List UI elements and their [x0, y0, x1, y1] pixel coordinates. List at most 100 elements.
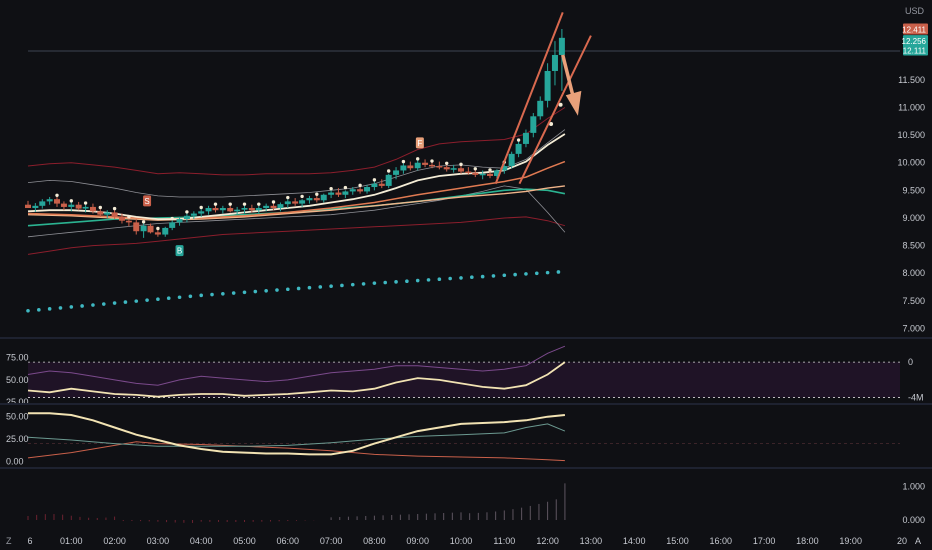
candle-down[interactable] [54, 199, 61, 204]
candle-up[interactable] [299, 200, 306, 204]
candle-down[interactable] [118, 216, 125, 221]
candle-up[interactable] [508, 153, 515, 167]
signal-marker[interactable]: S [143, 195, 152, 207]
candle-up[interactable] [530, 116, 537, 133]
candle-up[interactable] [104, 212, 111, 215]
timezone-icon[interactable]: Z [6, 536, 12, 546]
candle-up[interactable] [306, 198, 313, 201]
candle-down[interactable] [227, 208, 234, 212]
candle-up[interactable] [414, 162, 421, 169]
candle-down[interactable] [133, 222, 140, 232]
channel-upper-line[interactable] [494, 12, 564, 185]
candle-down[interactable] [125, 220, 132, 223]
candle-up[interactable] [284, 201, 291, 205]
candle-up[interactable] [198, 211, 205, 214]
trend-dot [502, 273, 507, 278]
time-tick-label: 07:00 [320, 536, 343, 546]
candle-up[interactable] [501, 166, 508, 171]
candle-up[interactable] [82, 206, 89, 209]
candle-up[interactable] [349, 189, 356, 192]
candle-down[interactable] [248, 208, 255, 211]
candle-down[interactable] [472, 172, 479, 175]
candle-up[interactable] [400, 165, 407, 171]
candle-up[interactable] [393, 170, 400, 175]
trend-dot [480, 274, 485, 279]
candle-up[interactable] [68, 204, 75, 207]
candle-down[interactable] [335, 192, 342, 195]
candle-down[interactable] [313, 198, 320, 201]
candle-down[interactable] [25, 204, 31, 209]
candle-down[interactable] [465, 171, 472, 174]
price-tag-label: 12.256 [902, 37, 927, 46]
candle-up[interactable] [385, 174, 392, 186]
candle-down[interactable] [111, 212, 118, 217]
channel-lower-line[interactable] [518, 35, 592, 185]
candle-up[interactable] [46, 199, 53, 202]
trend-dot [264, 288, 268, 293]
candle-down[interactable] [212, 208, 219, 211]
signal-marker[interactable]: B [175, 245, 184, 257]
candle-up[interactable] [140, 225, 147, 232]
candle-up[interactable] [169, 222, 176, 228]
candle-up[interactable] [515, 143, 522, 154]
candle-up[interactable] [263, 205, 270, 209]
candle-up[interactable] [234, 209, 241, 212]
candle-up[interactable] [522, 132, 529, 144]
oscillator-pane[interactable]: 75.00 50.00 25.00 0 -4M [6, 345, 924, 407]
signal-dot [199, 205, 203, 210]
candle-up[interactable] [39, 201, 46, 206]
candle-up[interactable] [558, 37, 565, 55]
candle-down[interactable] [75, 204, 82, 209]
candle-down[interactable] [407, 165, 414, 169]
candle-up[interactable] [450, 168, 457, 170]
candle-down[interactable] [270, 205, 277, 209]
signal-dot [430, 159, 434, 163]
trend-dot [350, 282, 355, 287]
candle-up[interactable] [277, 204, 284, 209]
candle-down[interactable] [487, 173, 494, 176]
price-axis[interactable]: 7.000 7.500 8.000 8.500 9.000 9.500 10.000 10.5… [897, 23, 928, 334]
signal-marker[interactable]: F [415, 137, 424, 149]
candle-up[interactable] [255, 208, 262, 211]
candle-up[interactable] [479, 173, 486, 176]
candle-down[interactable] [154, 232, 161, 235]
down-arrow-icon[interactable] [565, 90, 582, 116]
candle-up[interactable] [364, 187, 371, 192]
candle-down[interactable] [436, 166, 443, 168]
candle-up[interactable] [183, 215, 190, 220]
candle-up[interactable] [551, 54, 558, 71]
signal-dot [315, 192, 319, 196]
candle-down[interactable] [292, 201, 299, 204]
candle-down[interactable] [422, 162, 429, 165]
candle-up[interactable] [162, 227, 169, 235]
candle-up[interactable] [537, 100, 544, 117]
price-pane[interactable]: F S B [25, 12, 900, 313]
candle-down[interactable] [458, 168, 464, 172]
candle-up[interactable] [493, 170, 500, 176]
candle-up[interactable] [219, 208, 226, 211]
candle-down[interactable] [97, 211, 104, 215]
trend-dot [221, 292, 225, 296]
candle-up[interactable] [320, 194, 327, 201]
directional-pane[interactable]: 50.00 25.00 0.00 [6, 412, 900, 467]
candle-down[interactable] [89, 206, 96, 212]
candle-up[interactable] [205, 208, 212, 212]
candle-down[interactable] [428, 164, 435, 167]
candle-down[interactable] [378, 183, 385, 186]
candle-up[interactable] [32, 205, 39, 209]
candle-down[interactable] [60, 203, 67, 207]
candle-up[interactable] [190, 213, 197, 216]
candle-down[interactable] [147, 225, 154, 233]
candle-up[interactable] [241, 208, 248, 210]
candle-up[interactable] [176, 219, 183, 223]
candle-up[interactable] [371, 183, 378, 188]
candle-up[interactable] [328, 192, 335, 195]
candle-down[interactable] [443, 167, 450, 170]
candle-up[interactable] [544, 70, 551, 101]
candle-up[interactable] [342, 191, 349, 195]
histogram-pane[interactable]: 1.000 0.000 [27, 482, 925, 525]
candle-down[interactable] [357, 189, 364, 192]
time-axis[interactable]: 01:00 02:00 03:00 04:00 05:00 06:00 07:00 08:00… [27, 536, 921, 546]
oscillator-main-line [27, 361, 566, 398]
